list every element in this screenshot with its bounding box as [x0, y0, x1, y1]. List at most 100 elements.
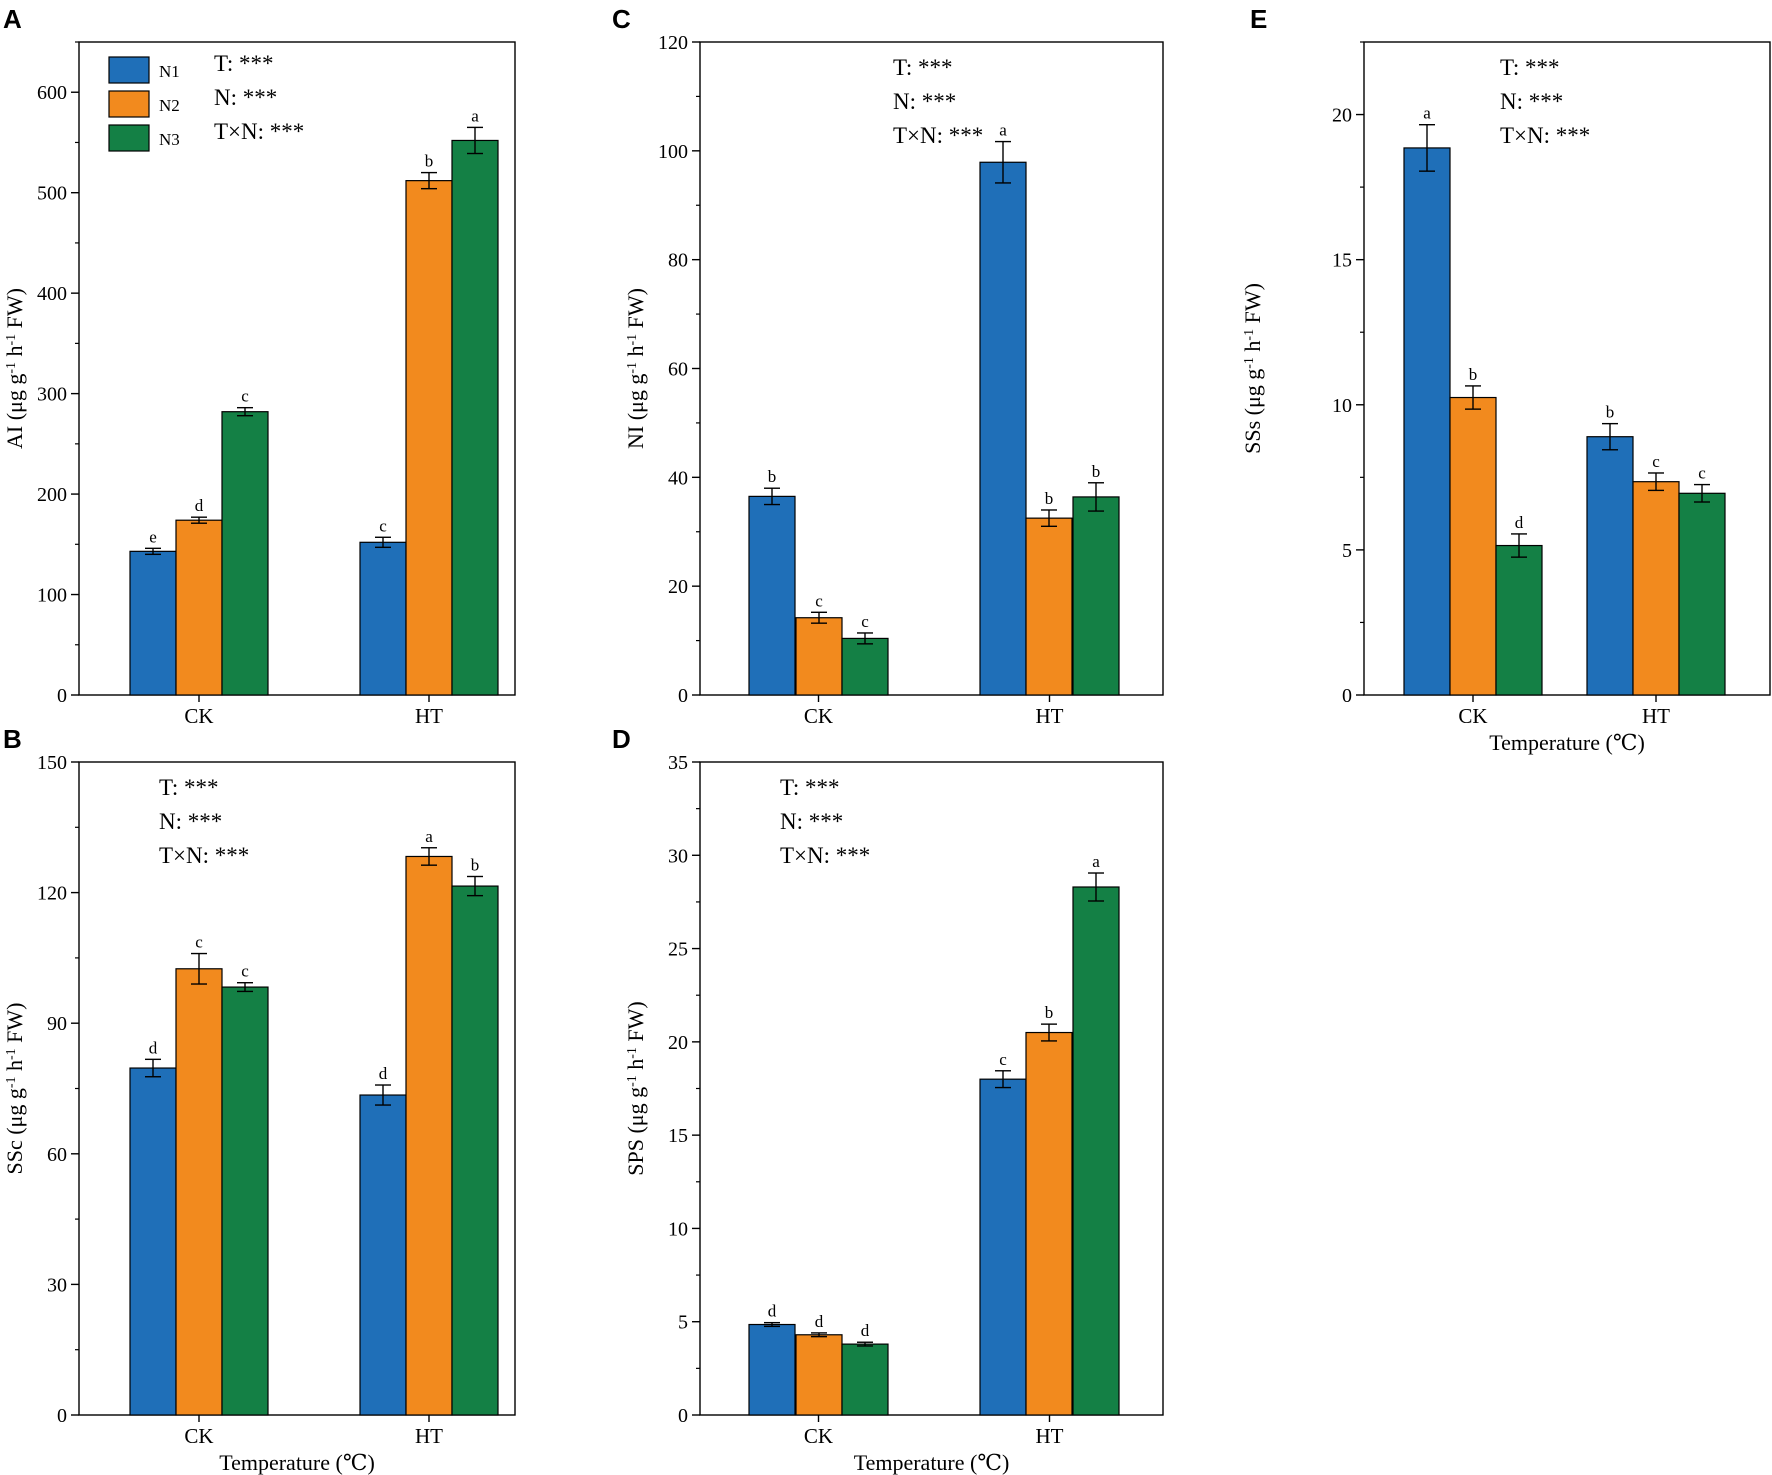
significance-letter: b: [1469, 365, 1478, 384]
panel-letter: A: [3, 4, 22, 34]
bar-n2-ck: [175, 519, 223, 696]
y-axis-title-part: SSc (μg g: [2, 1088, 27, 1174]
bar-n2-ck: [175, 968, 223, 1416]
y-axis-title-part: FW): [623, 1001, 648, 1047]
bar-n3-ck: [841, 637, 889, 696]
y-tick-label: 200: [37, 484, 67, 506]
bar-n1-ck: [748, 495, 796, 696]
significance-letter: c: [815, 591, 823, 610]
y-axis-title-part: SPS (μg g: [623, 1087, 648, 1176]
stat-line: N: ***: [159, 809, 222, 834]
legend-swatch-n1: [108, 56, 150, 84]
y-axis-title-part: FW): [2, 1002, 27, 1048]
panel-letter: D: [612, 724, 631, 754]
stat-line: T×N: ***: [159, 843, 249, 868]
bar-n3-ht: [451, 885, 499, 1416]
stat-line: N: ***: [780, 809, 843, 834]
significance-letter: b: [425, 152, 434, 171]
y-tick-label: 20: [668, 576, 688, 598]
significance-letter: d: [815, 1312, 824, 1331]
y-axis-title: SSc (μg g-1 h-1 FW): [2, 1002, 27, 1174]
y-tick-label: 400: [37, 283, 67, 305]
bar-n1-ck: [129, 1067, 177, 1416]
y-tick-label: 30: [668, 845, 688, 867]
y-axis-title-superscript: -1: [1242, 357, 1257, 369]
y-tick-label: 40: [668, 467, 688, 489]
bar-n3-ht: [1678, 492, 1726, 696]
y-axis-title-superscript: -1: [4, 1048, 19, 1060]
stat-line: T×N: ***: [780, 843, 870, 868]
significance-letter: b: [1606, 403, 1615, 422]
significance-letter: c: [195, 933, 203, 952]
stat-line: T: ***: [214, 51, 274, 76]
significance-letter: b: [1045, 489, 1054, 508]
x-tick-label: CK: [804, 1424, 833, 1448]
significance-letter: c: [379, 516, 387, 535]
bar-n3-ck: [841, 1343, 889, 1416]
bar-n1-ht: [979, 1078, 1027, 1416]
y-axis-title-part: h: [623, 1059, 648, 1076]
bar-n1-ck: [748, 1323, 796, 1416]
bar-n2-ht: [1632, 481, 1680, 696]
stat-line: T×N: ***: [214, 119, 304, 144]
y-tick-label: 0: [678, 685, 688, 707]
y-axis-title-superscript: -1: [1242, 329, 1257, 341]
bar-n2-ck: [795, 617, 843, 696]
x-axis-title: Temperature (℃): [1489, 730, 1645, 755]
bar-n1-ht: [1586, 436, 1634, 696]
y-axis-title-part: AI (μg g: [2, 374, 27, 449]
y-tick-label: 20: [668, 1032, 688, 1054]
significance-letter: b: [768, 467, 777, 486]
y-tick-label: 500: [37, 183, 67, 205]
y-axis-title-part: FW): [2, 288, 27, 334]
bar-n2-ht: [1025, 1031, 1073, 1416]
significance-letter: d: [379, 1064, 388, 1083]
stat-line: T: ***: [1500, 55, 1560, 80]
stat-line: T: ***: [893, 55, 953, 80]
y-axis-title-superscript: -1: [625, 1075, 640, 1087]
significance-letter: c: [999, 1050, 1007, 1069]
y-tick-label: 60: [668, 359, 688, 381]
legend-label: N2: [159, 96, 180, 115]
panel-b: B 0 30 60 90 120 150 d d c a c b CK HT Temperature (℃) S…: [2, 724, 516, 1475]
x-tick-label: CK: [184, 704, 213, 728]
y-tick-label: 120: [37, 883, 67, 905]
legend-label: N1: [159, 62, 180, 81]
significance-letter: b: [1045, 1003, 1054, 1022]
bar-n2-ck: [1449, 396, 1497, 696]
y-axis-title-part: FW): [623, 288, 648, 334]
x-tick-label: CK: [804, 704, 833, 728]
bar-n3-ht: [451, 139, 499, 696]
significance-letter: c: [861, 612, 869, 631]
y-tick-label: 150: [37, 752, 67, 774]
significance-letter: a: [1092, 852, 1100, 871]
y-tick-label: 80: [668, 250, 688, 272]
bar-n3-ck: [221, 986, 269, 1416]
panel-letter: C: [612, 4, 631, 34]
significance-letter: d: [195, 496, 204, 515]
significance-letter: c: [241, 962, 249, 981]
y-axis-title-superscript: -1: [4, 1076, 19, 1088]
y-axis-title-part: h: [2, 1060, 27, 1077]
x-tick-label: HT: [1642, 704, 1670, 728]
significance-letter: a: [999, 121, 1007, 140]
bar-n1-ck: [129, 550, 177, 696]
x-tick-label: HT: [415, 704, 443, 728]
x-tick-label: HT: [1036, 704, 1064, 728]
plot-frame: [1363, 41, 1771, 696]
significance-letter: d: [1515, 513, 1524, 532]
significance-letter: a: [1423, 104, 1431, 123]
x-tick-label: HT: [415, 1424, 443, 1448]
stat-line: T×N: ***: [1500, 123, 1590, 148]
bar-n3-ht: [1072, 886, 1120, 1416]
y-tick-label: 15: [668, 1125, 688, 1147]
y-tick-label: 5: [1342, 540, 1352, 562]
y-axis-title-part: FW): [1240, 283, 1265, 329]
bar-n1-ht: [359, 541, 407, 696]
y-axis-title: SSs (μg g-1 h-1 FW): [1240, 283, 1265, 454]
significance-letter: c: [1698, 464, 1706, 483]
bar-n1-ht: [979, 161, 1027, 696]
y-axis-title: SPS (μg g-1 h-1 FW): [623, 1001, 648, 1176]
y-axis-title-superscript: -1: [625, 362, 640, 374]
